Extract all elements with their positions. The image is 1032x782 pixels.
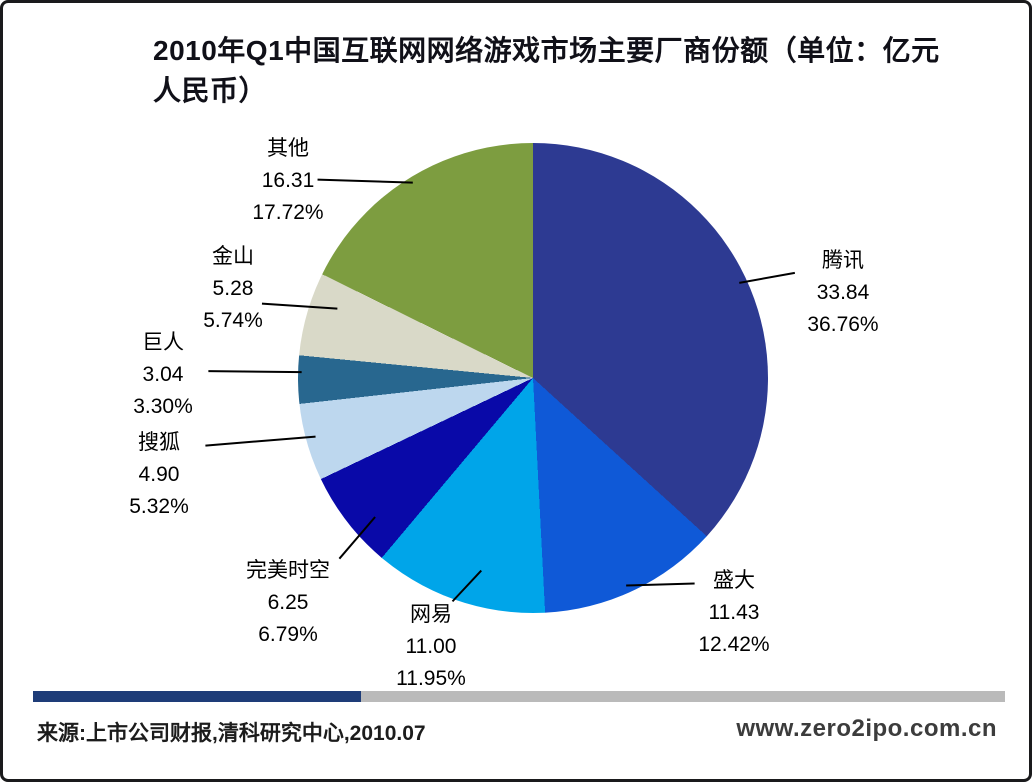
slice-name: 巨人 — [141, 331, 184, 354]
slice-percent: 17.72% — [252, 201, 324, 224]
divider-bar-navy-segment — [33, 691, 361, 702]
slice-value: 5.28 — [212, 277, 254, 300]
pie-slice-label: 巨人 3.04 3.30% — [133, 327, 193, 423]
slice-value: 4.90 — [138, 463, 180, 486]
slice-name: 网易 — [409, 603, 452, 626]
source-note: 来源:上市公司财报,清科研究中心,2010.07 — [37, 722, 426, 745]
pie-slice-label: 完美时空 6.25 6.79% — [246, 555, 330, 651]
leader-line-others — [317, 178, 413, 184]
slice-value: 16.31 — [261, 169, 315, 192]
slice-name: 完美时空 — [246, 559, 330, 582]
slice-value: 33.84 — [816, 281, 870, 304]
divider-bar-gray-segment — [361, 691, 1005, 702]
pie-slice-label: 腾讯 33.84 36.76% — [807, 245, 878, 341]
pie-slice-label: 其他 16.31 17.72% — [252, 133, 323, 229]
slice-percent: 5.32% — [129, 495, 189, 518]
slice-percent: 3.30% — [133, 395, 193, 418]
slice-percent: 5.74% — [203, 309, 263, 332]
slice-name: 盛大 — [712, 569, 755, 592]
website-url: www.zero2ipo.com.cn — [736, 715, 997, 742]
slice-name: 金山 — [211, 245, 254, 268]
slice-name: 其他 — [266, 137, 309, 160]
slice-percent: 6.79% — [258, 623, 318, 646]
chart-title: 2010年Q1中国互联网网络游戏市场主要厂商份额（单位：亿元人民币） — [153, 35, 940, 106]
leader-line-giant — [208, 370, 302, 374]
pie-slice-label: 盛大 11.43 12.42% — [698, 565, 769, 661]
slice-value: 3.04 — [142, 363, 184, 386]
pie-slice-label: 搜狐 4.90 5.32% — [129, 427, 189, 523]
pie-slice-label: 网易 11.00 11.95% — [396, 599, 466, 695]
slice-name: 搜狐 — [137, 431, 180, 454]
slice-name: 腾讯 — [821, 249, 864, 272]
divider-bar — [33, 691, 1005, 702]
pie-slice-label: 金山 5.28 5.74% — [203, 241, 263, 337]
slice-value: 6.25 — [267, 591, 309, 614]
slice-percent: 12.42% — [698, 633, 770, 656]
leader-line-sohu — [205, 435, 316, 447]
slice-value: 11.43 — [708, 601, 760, 624]
slice-percent: 36.76% — [807, 313, 879, 336]
pie-chart — [298, 143, 768, 613]
slice-value: 11.00 — [405, 635, 457, 658]
